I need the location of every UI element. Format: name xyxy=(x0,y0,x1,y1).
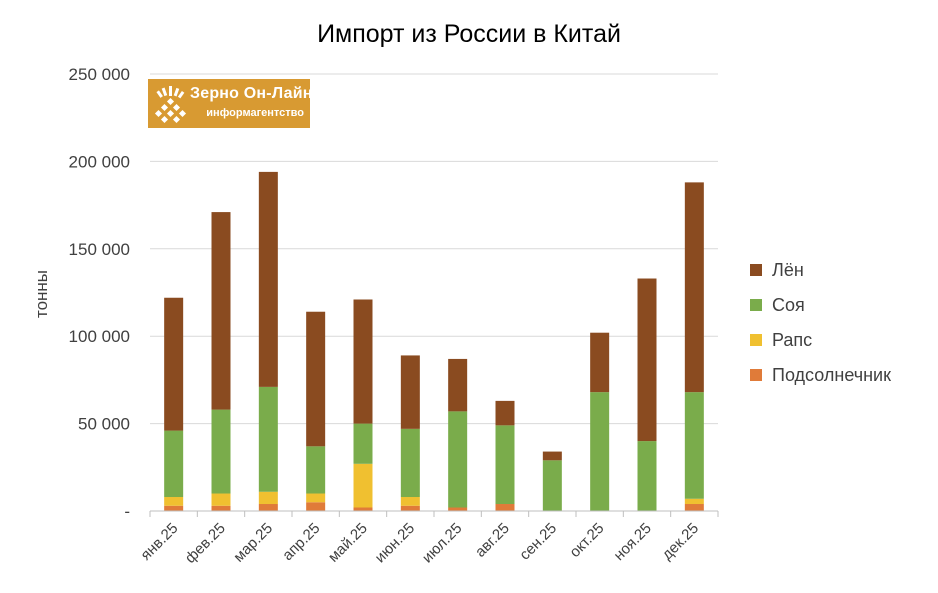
x-tick-label: фев.25 xyxy=(182,520,229,567)
x-tick-label: окт.25 xyxy=(566,520,607,561)
bar-segment xyxy=(400,428,420,498)
bar-segment xyxy=(448,358,468,412)
legend-label: Лён xyxy=(772,260,804,280)
bar-segment xyxy=(542,451,562,461)
legend-swatch xyxy=(750,264,762,276)
y-axis-label: тонны xyxy=(32,270,51,318)
y-tick-label: - xyxy=(124,502,130,521)
bar-segment xyxy=(400,497,420,506)
zerno-online-logo: Зерно Он-Лайн информагентство xyxy=(148,79,313,128)
x-tick-label: июл.25 xyxy=(419,520,466,567)
bar-segment xyxy=(211,212,231,410)
gridlines xyxy=(150,73,718,425)
bar-segment xyxy=(258,171,278,387)
bars xyxy=(164,171,704,511)
x-tick-label: июн.25 xyxy=(372,520,419,567)
bar-segment xyxy=(353,299,373,424)
bar-segment xyxy=(164,430,184,498)
bar-segment xyxy=(684,182,704,393)
logo-title: Зерно Он-Лайн xyxy=(190,85,313,102)
y-tick-label: 150 000 xyxy=(69,240,130,259)
bar-segment xyxy=(353,507,373,511)
bar-segment xyxy=(164,297,184,431)
bar-segment xyxy=(164,497,184,506)
bar-segment xyxy=(306,502,326,511)
x-tick-label: апр.25 xyxy=(279,520,323,564)
bar-segment xyxy=(211,409,231,494)
x-tick-label: дек.25 xyxy=(659,520,702,563)
bar-segment xyxy=(306,311,326,447)
bar-segment xyxy=(495,425,515,505)
bar-segment xyxy=(400,355,420,429)
bar-segment xyxy=(637,278,657,442)
x-tick-label: янв.25 xyxy=(137,520,181,564)
bar-segment xyxy=(164,505,184,511)
bar-segment xyxy=(211,505,231,511)
bar-segment xyxy=(590,392,610,511)
bar-segment xyxy=(448,507,468,511)
bar-segment xyxy=(448,411,468,508)
legend-label: Подсолнечник xyxy=(772,365,891,385)
legend-swatch xyxy=(750,334,762,346)
legend-label: Соя xyxy=(772,295,805,315)
bar-segment xyxy=(495,400,515,426)
y-tick-label: 100 000 xyxy=(69,327,130,346)
y-tick-label: 250 000 xyxy=(69,65,130,84)
bar-segment xyxy=(400,505,420,511)
x-tick-label: сен.25 xyxy=(516,520,560,564)
x-axis: янв.25 фев.25 мар.25 апр.25 май.25 июн.25 июл.… xyxy=(137,510,719,567)
bar-segment xyxy=(306,493,326,503)
logo-subtitle: информагентство xyxy=(206,107,304,119)
legend: Лён Соя Рапс Подсолнечник xyxy=(750,260,891,385)
bar-segment xyxy=(684,504,704,511)
bar-segment xyxy=(590,332,610,393)
bar-segment xyxy=(684,498,704,505)
bar-segment xyxy=(637,441,657,511)
bar-segment xyxy=(542,460,562,511)
bar-segment xyxy=(258,386,278,492)
y-tick-label: 50 000 xyxy=(78,415,130,434)
legend-swatch xyxy=(750,369,762,381)
bar-segment xyxy=(495,504,515,511)
bar-segment xyxy=(684,392,704,499)
x-tick-label: май.25 xyxy=(325,520,371,566)
x-tick-label: мар.25 xyxy=(230,520,276,566)
legend-label: Рапс xyxy=(772,330,812,350)
chart-title: Импорт из России в Китай xyxy=(317,20,621,48)
bar-segment xyxy=(353,463,373,508)
bar-segment xyxy=(353,423,373,464)
bar-segment xyxy=(258,491,278,505)
bar-segment xyxy=(306,446,326,494)
y-tick-label: 200 000 xyxy=(69,152,130,171)
x-tick-label: авг.25 xyxy=(472,520,513,561)
x-tick-label: ноя.25 xyxy=(611,520,655,564)
bar-segment xyxy=(258,504,278,511)
y-tick-labels: - 50 000 100 000 150 000 200 000 250 000 xyxy=(69,65,130,521)
wheat-diamond-icon xyxy=(154,86,187,124)
legend-swatch xyxy=(750,299,762,311)
bar-segment xyxy=(211,493,231,506)
